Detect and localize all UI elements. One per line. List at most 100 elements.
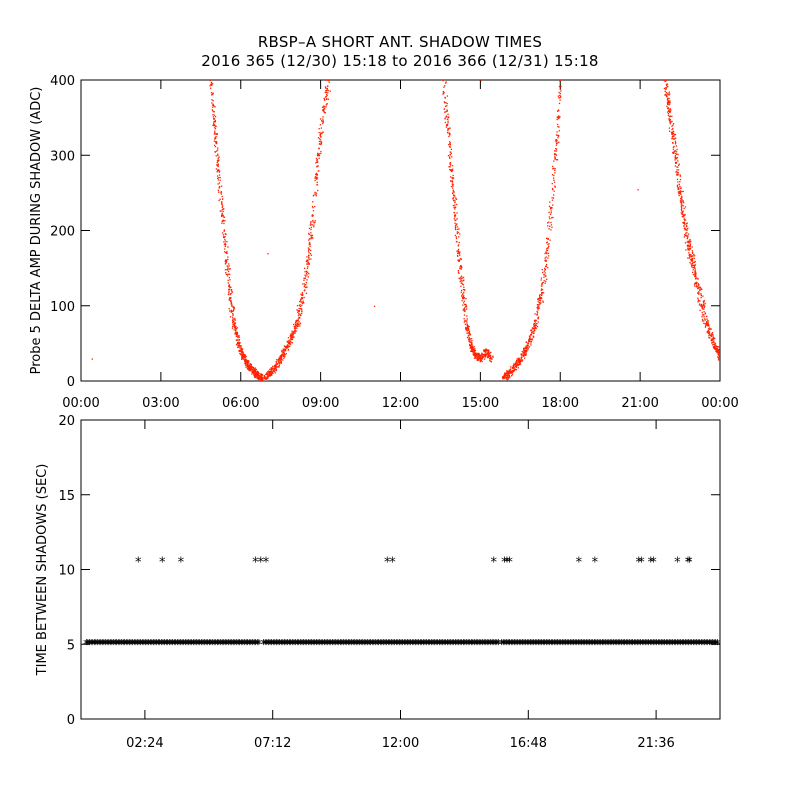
scatter-dot	[450, 151, 452, 153]
scatter-dot	[523, 355, 525, 357]
scatter-dot	[307, 247, 310, 249]
scatter-dot	[486, 356, 489, 359]
scatter-dot	[469, 333, 471, 335]
scatter-dot	[453, 218, 456, 220]
scatter-dot	[459, 280, 461, 283]
baseline-asterisk: *	[484, 638, 491, 653]
baseline-asterisk: *	[652, 638, 659, 653]
scatter-dot	[212, 92, 214, 94]
scatter-dot	[552, 188, 554, 191]
scatter-dot	[674, 157, 677, 160]
scatter-dot	[450, 152, 452, 155]
scatter-dot	[508, 371, 511, 373]
baseline-asterisk: *	[189, 638, 196, 653]
scatter-dot	[280, 356, 282, 358]
baseline-asterisk: *	[174, 638, 181, 653]
scatter-dot	[679, 175, 682, 177]
scatter-dot	[690, 260, 692, 262]
scatter-dot	[326, 94, 328, 97]
scatter-dot	[303, 267, 306, 269]
scatter-dot	[218, 174, 221, 176]
scatter-dot	[529, 340, 531, 343]
outlier-asterisk: *	[638, 556, 645, 571]
scatter-dot	[690, 258, 692, 261]
scatter-dot	[226, 265, 228, 267]
scatter-dot	[214, 136, 216, 138]
baseline-asterisk: *	[423, 638, 430, 653]
baseline-asterisk: *	[297, 638, 304, 653]
scatter-dot	[466, 315, 468, 317]
scatter-dot	[668, 130, 671, 132]
scatter-dot	[694, 275, 697, 277]
scatter-dot	[518, 358, 520, 361]
scatter-dot	[713, 343, 715, 346]
scatter-dot	[680, 200, 682, 202]
scatter-dot	[316, 161, 319, 163]
baseline-asterisk: *	[462, 638, 469, 653]
scatter-dot	[551, 182, 553, 185]
scatter-dot	[556, 140, 558, 142]
scatter-dot	[458, 252, 460, 254]
scatter-dot	[555, 139, 557, 142]
scatter-dot	[664, 90, 666, 93]
scatter-dot	[470, 341, 472, 343]
scatter-dot	[442, 90, 445, 93]
baseline-asterisk: *	[190, 638, 197, 653]
scatter-dot	[560, 85, 562, 88]
scatter-dot	[285, 347, 288, 349]
baseline-asterisk: *	[305, 638, 312, 653]
scatter-dot	[450, 185, 453, 188]
scatter-dot	[237, 344, 239, 347]
x-tick-label: 07:12	[254, 736, 291, 751]
scatter-dot	[292, 337, 294, 339]
scatter-dot	[469, 334, 472, 336]
scatter-dot	[227, 256, 229, 258]
scatter-dot	[697, 277, 699, 280]
baseline-asterisk: *	[615, 638, 622, 653]
scatter-dot	[461, 295, 463, 297]
scatter-dot	[549, 225, 551, 228]
scatter-dot	[502, 376, 504, 378]
baseline-asterisk: *	[179, 638, 186, 653]
scatter-dot	[223, 251, 226, 253]
scatter-dot	[453, 194, 455, 196]
scatter-dot	[555, 148, 557, 150]
scatter-dot	[468, 330, 471, 333]
scatter-dot	[475, 356, 477, 358]
scatter-dot	[213, 144, 216, 146]
scatter-dot	[257, 371, 260, 374]
scatter-dot	[522, 347, 525, 350]
scatter-dot	[456, 226, 459, 228]
scatter-dot	[689, 256, 691, 258]
scatter-dot	[475, 352, 477, 354]
scatter-dot	[487, 352, 489, 354]
baseline-asterisk: *	[157, 638, 164, 653]
scatter-dot	[249, 368, 251, 371]
scatter-dot	[711, 342, 713, 344]
scatter-dot	[539, 297, 541, 299]
scatter-dot	[314, 179, 316, 182]
scatter-dot	[468, 337, 470, 339]
scatter-dot	[469, 344, 472, 347]
scatter-dot	[544, 252, 546, 255]
scatter-dot	[555, 134, 558, 136]
scatter-dot	[210, 81, 213, 84]
scatter-dot	[310, 258, 312, 260]
scatter-dot	[210, 92, 213, 94]
scatter-dot	[546, 247, 548, 250]
scatter-dot	[507, 376, 509, 378]
scatter-dot	[547, 247, 549, 249]
scatter-dot	[462, 309, 464, 311]
scatter-dot	[214, 130, 216, 132]
scatter-dot	[699, 286, 701, 288]
scatter-dot	[315, 192, 318, 194]
baseline-asterisk: *	[166, 638, 173, 653]
scatter-dot	[664, 80, 666, 83]
scatter-dot	[698, 293, 700, 295]
scatter-dot	[700, 294, 702, 296]
scatter-dot	[665, 77, 666, 78]
scatter-dot	[287, 345, 290, 347]
scatter-dot	[466, 332, 468, 334]
scatter-dot	[705, 315, 708, 318]
scatter-dot	[253, 369, 255, 371]
